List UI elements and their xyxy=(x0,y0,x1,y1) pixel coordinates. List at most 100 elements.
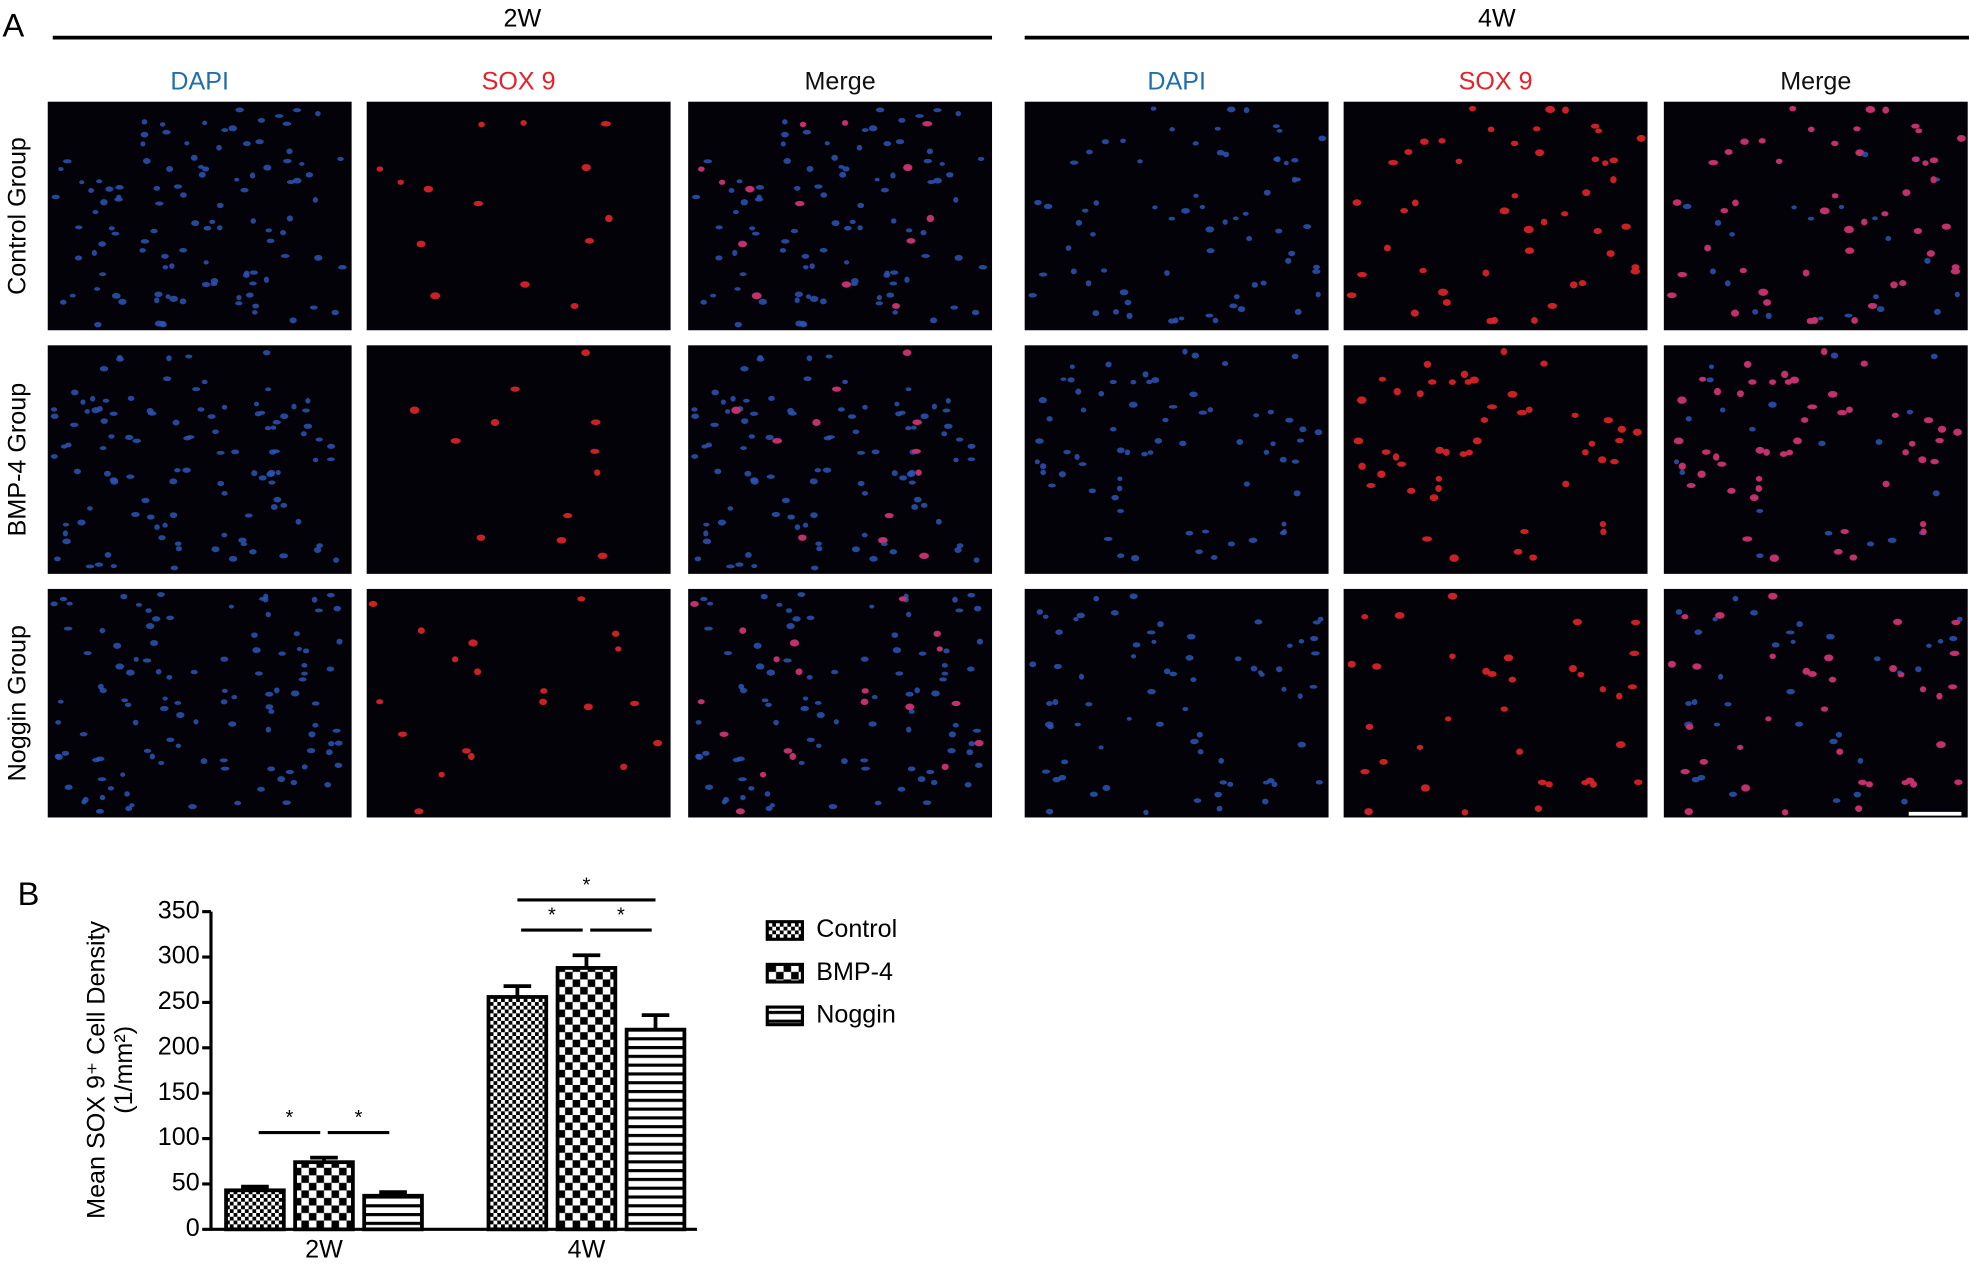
sox9-cell xyxy=(1447,592,1458,600)
sox9-cell xyxy=(1911,123,1920,129)
nucleus xyxy=(1685,701,1692,707)
nucleus xyxy=(833,719,839,725)
sox9-cell xyxy=(1786,449,1794,456)
nucleus xyxy=(794,185,801,191)
micrograph-bg xyxy=(47,101,352,331)
nucleus xyxy=(252,303,260,309)
sox9-cell xyxy=(1591,123,1600,129)
sox9-cell xyxy=(1948,684,1958,690)
nucleus xyxy=(826,435,835,439)
nucleus xyxy=(1089,791,1098,797)
nucleus xyxy=(302,648,310,654)
nucleus xyxy=(149,753,156,760)
nucleus xyxy=(883,141,892,147)
sox9-cell xyxy=(1378,376,1387,382)
sox9-cell xyxy=(570,302,579,310)
nucleus xyxy=(1250,665,1258,672)
nucleus xyxy=(897,786,906,792)
nucleus xyxy=(739,687,748,694)
nucleus xyxy=(88,188,95,193)
nucleus xyxy=(1043,203,1053,210)
nucleus xyxy=(59,299,67,305)
nucleus xyxy=(257,117,266,123)
nucleus xyxy=(1291,353,1299,360)
sox9-cell xyxy=(1802,269,1810,277)
row-label: BMP-4 Group xyxy=(3,383,31,537)
nucleus xyxy=(740,366,749,372)
nucleus xyxy=(143,748,152,754)
nucleus xyxy=(1291,176,1298,183)
nucleus xyxy=(326,592,335,598)
panel-label: B xyxy=(18,875,40,912)
nucleus xyxy=(62,522,70,527)
sox9-cell xyxy=(1740,138,1749,145)
sox9-cell xyxy=(1837,409,1848,416)
bar xyxy=(555,966,618,1232)
nucleus xyxy=(799,321,808,328)
nucleus xyxy=(99,687,107,694)
nucleus xyxy=(1109,426,1117,432)
sox9-cell xyxy=(1908,440,1916,447)
timepoint-label: 4W xyxy=(1478,5,1516,33)
nucleus xyxy=(302,408,310,413)
nucleus xyxy=(1229,303,1238,309)
nucleus xyxy=(132,438,142,444)
nucleus xyxy=(258,475,267,481)
micrograph xyxy=(1024,588,1329,818)
nucleus xyxy=(70,389,79,396)
nucleus xyxy=(127,395,135,401)
nucleus xyxy=(748,434,756,439)
nucleus xyxy=(695,753,702,760)
nucleus xyxy=(1201,529,1210,534)
sox9-cell xyxy=(1429,494,1439,502)
nucleus xyxy=(246,292,254,298)
sox9-cell xyxy=(1394,612,1405,619)
nucleus xyxy=(91,249,97,256)
nucleus xyxy=(783,658,792,663)
sox9-cell xyxy=(1954,779,1963,786)
nucleus xyxy=(852,429,860,435)
nucleus xyxy=(861,491,869,496)
nucleus xyxy=(120,593,128,600)
nucleus xyxy=(931,690,940,697)
nucleus xyxy=(146,514,155,520)
nucleus xyxy=(1824,530,1833,536)
sox9-cell xyxy=(1524,247,1535,254)
y-axis-label: (1/mm²) xyxy=(110,1026,138,1114)
nucleus xyxy=(94,321,102,328)
sox9-cell xyxy=(1685,723,1694,731)
sox9-cell xyxy=(1561,211,1569,217)
nucleus xyxy=(131,511,140,518)
nucleus xyxy=(824,141,830,146)
nucleus xyxy=(1126,312,1133,319)
nucleus xyxy=(831,669,839,675)
nucleus xyxy=(279,553,289,559)
y-axis-label: Mean SOX 9⁺ Cell Density xyxy=(83,920,111,1218)
sox9-cell xyxy=(860,698,869,706)
nucleus xyxy=(1216,149,1225,156)
nucleus xyxy=(126,474,135,479)
bar xyxy=(486,995,549,1232)
sox9-cell xyxy=(1593,228,1602,235)
nucleus xyxy=(794,297,800,304)
nucleus xyxy=(751,564,758,569)
nucleus xyxy=(755,663,765,670)
nucleus xyxy=(312,196,318,203)
nucleus xyxy=(265,611,271,618)
nucleus xyxy=(280,230,287,236)
nucleus xyxy=(272,420,281,425)
channel-label: SOX 9 xyxy=(482,68,556,96)
nucleus xyxy=(1162,417,1169,423)
row-label: Control Group xyxy=(3,137,31,295)
sox9-cell xyxy=(1393,387,1401,396)
nucleus xyxy=(892,310,899,315)
sox9-cell xyxy=(1855,149,1865,157)
nucleus xyxy=(735,562,744,567)
nucleus xyxy=(1263,449,1270,455)
sox9-cell xyxy=(1951,264,1960,270)
legend-swatch xyxy=(765,1005,804,1027)
nucleus xyxy=(1029,661,1037,668)
sox9-cell xyxy=(861,688,869,694)
nucleus xyxy=(1294,308,1302,315)
micrograph xyxy=(688,101,993,331)
